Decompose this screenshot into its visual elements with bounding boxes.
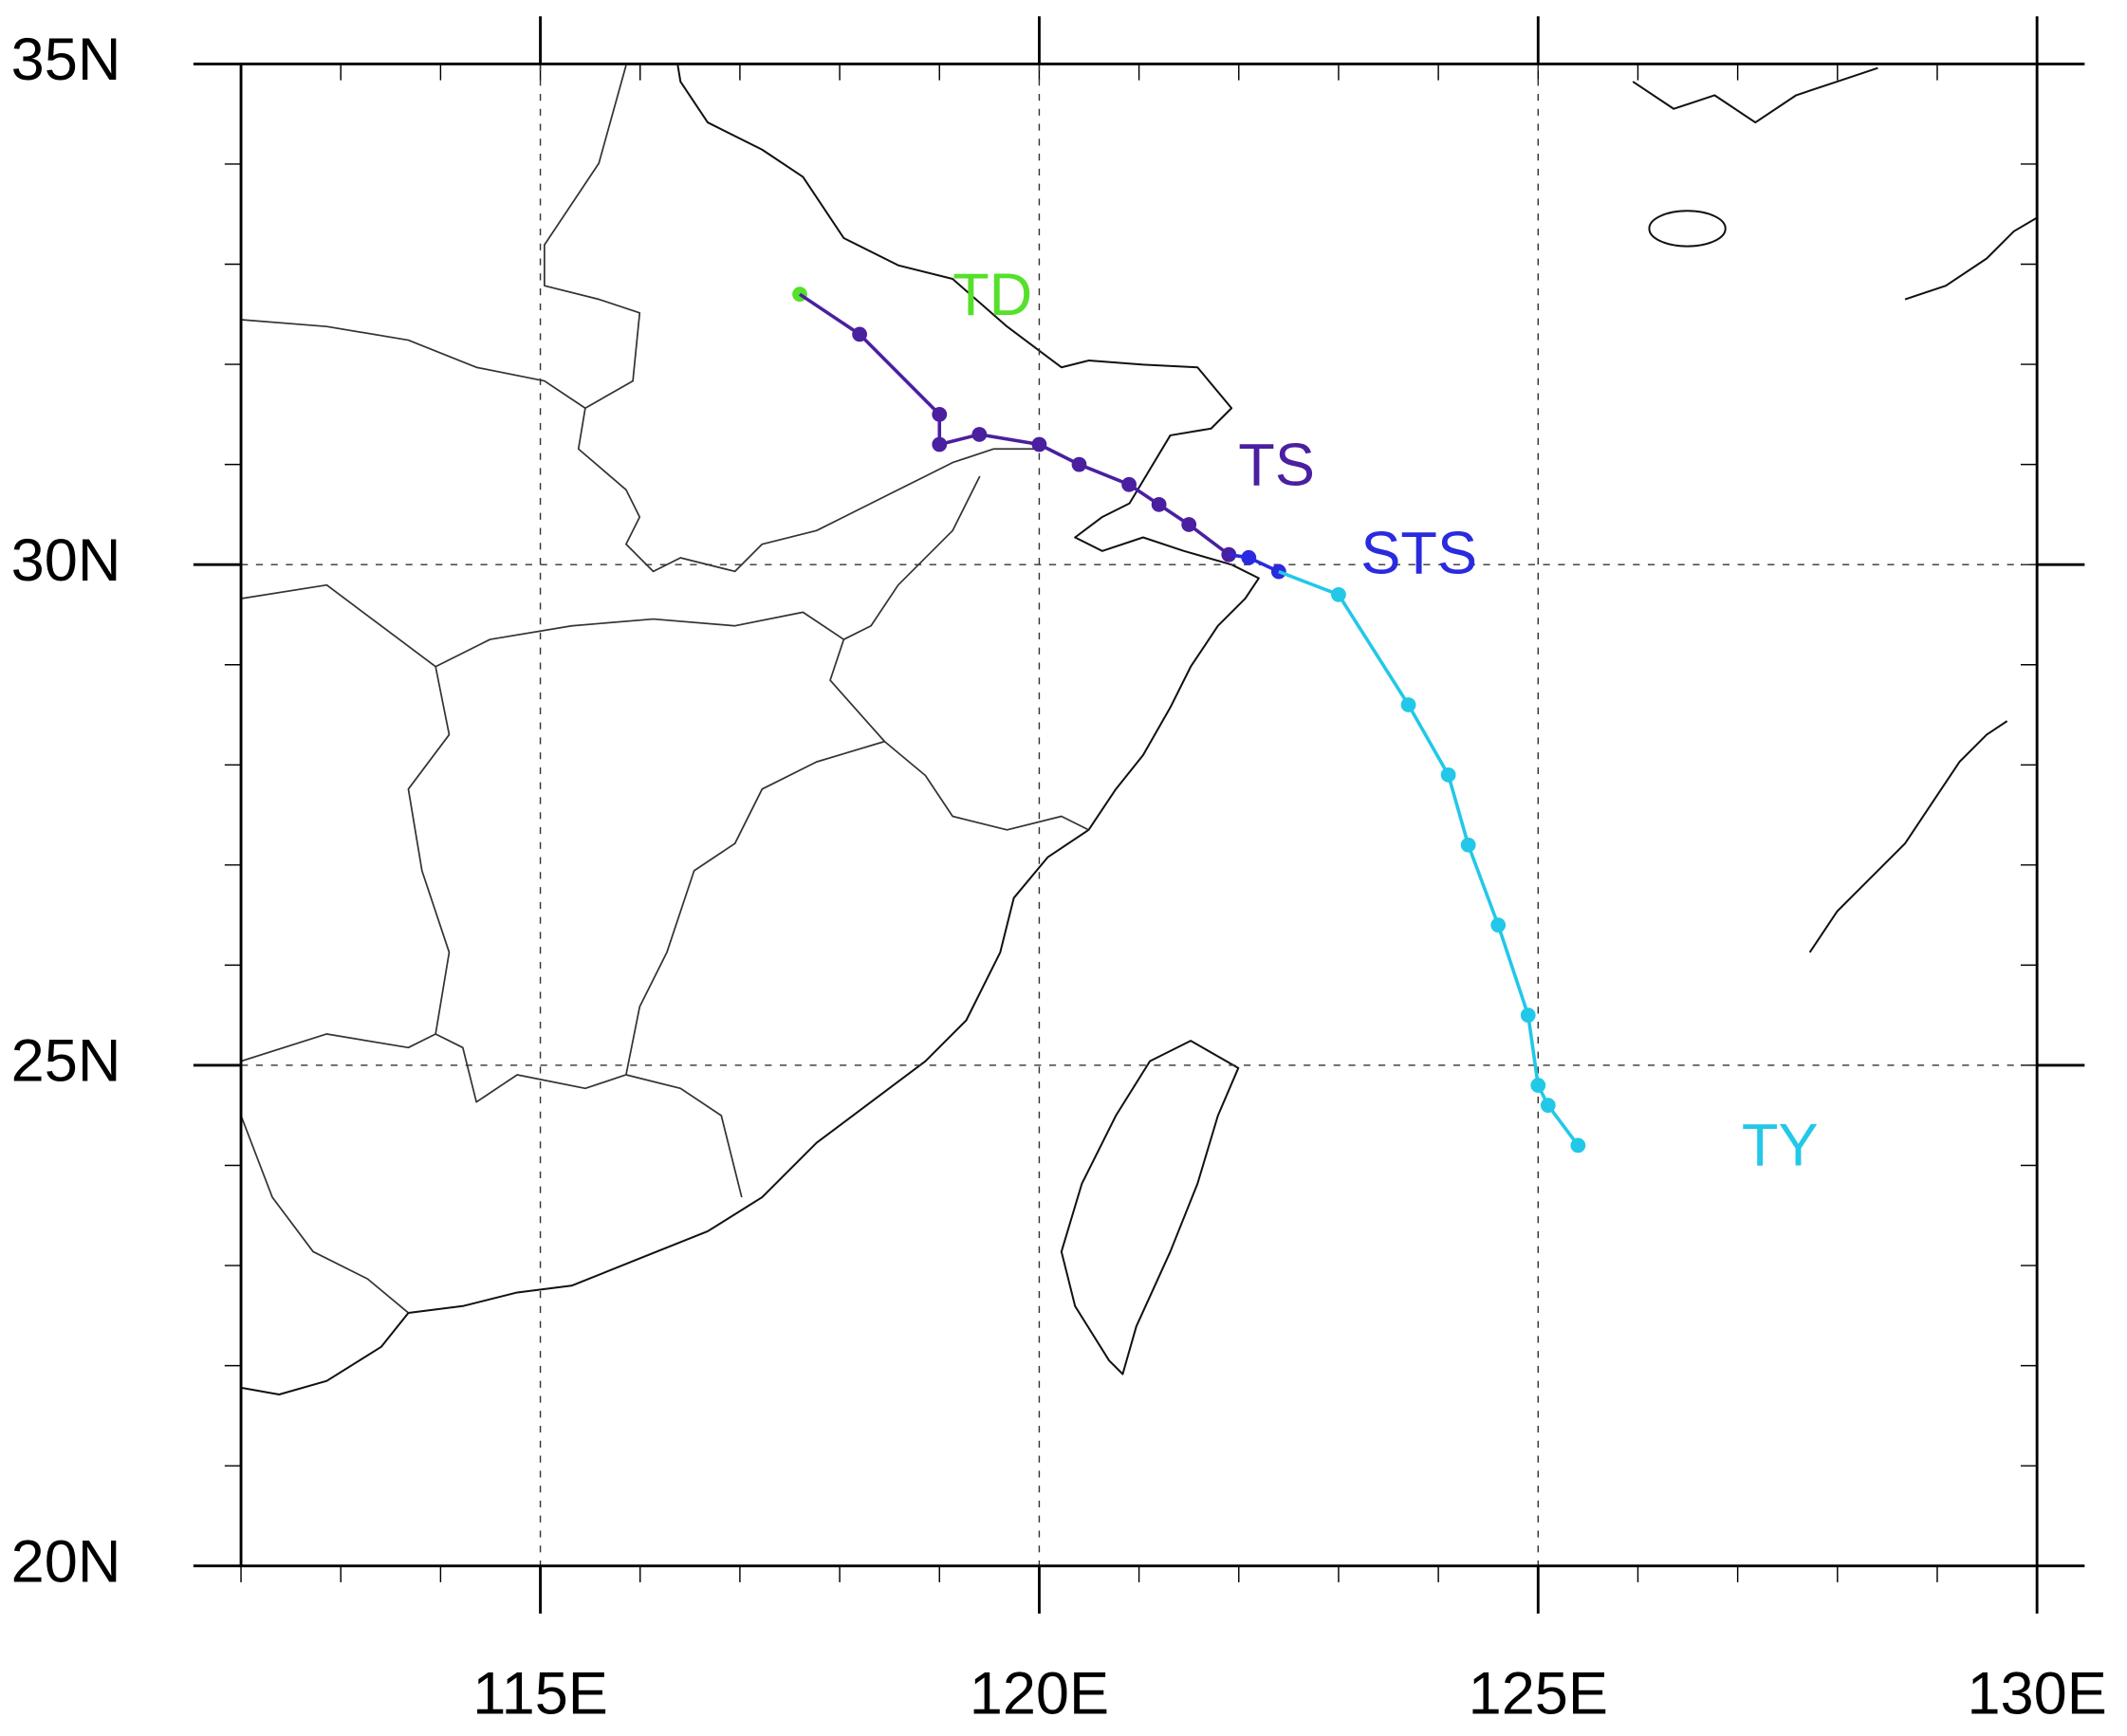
track-point — [1241, 549, 1257, 565]
japan-islands — [1904, 216, 2038, 301]
y-tick-label: 35N — [11, 27, 121, 93]
track-point — [1121, 476, 1137, 492]
jeju — [1648, 210, 1727, 248]
x-tick-label: 120E — [970, 1661, 1109, 1727]
x-tick-label: 130E — [1967, 1661, 2106, 1727]
track-point — [932, 406, 948, 422]
track-label: STS — [1360, 521, 1477, 587]
track-point — [1540, 1098, 1556, 1114]
track-point — [852, 326, 868, 342]
track-point — [1530, 1078, 1546, 1093]
track-point — [1460, 837, 1476, 853]
track-point — [1570, 1137, 1586, 1154]
track-point — [932, 436, 948, 452]
track-point — [1071, 456, 1087, 472]
y-tick-label: 20N — [11, 1528, 121, 1595]
province-border — [625, 1074, 743, 1198]
y-tick-label: 25N — [11, 1028, 121, 1095]
province-border — [435, 740, 885, 1103]
track-point — [1151, 496, 1167, 512]
track-point — [1331, 586, 1346, 602]
track-line — [1337, 593, 1580, 1147]
taiwan — [1060, 1040, 1240, 1376]
ryukyu-islands — [1808, 720, 2008, 953]
track-connector — [799, 292, 861, 336]
province-border — [240, 1115, 409, 1314]
track-point — [1440, 766, 1456, 783]
track-point — [971, 427, 988, 442]
track-label: TY — [1742, 1113, 1819, 1179]
y-tick-label: 30N — [11, 527, 121, 594]
track-point — [1520, 1007, 1536, 1024]
track-point — [1031, 436, 1047, 452]
track-point — [1181, 517, 1197, 532]
map-frame — [239, 62, 2039, 1568]
track-point — [1400, 697, 1416, 712]
track-point — [1490, 917, 1507, 933]
track-line — [858, 333, 1230, 557]
china-coastline — [240, 65, 1260, 1396]
track-label: TD — [953, 262, 1032, 328]
province-border — [829, 638, 1089, 831]
x-tick-label: 115E — [472, 1661, 608, 1727]
province-border — [240, 666, 451, 1062]
province-border — [240, 475, 981, 668]
basemap — [240, 65, 2038, 1396]
korea-islands — [1632, 66, 1878, 124]
province-border — [544, 65, 641, 409]
province-border — [240, 319, 1035, 573]
track-connector — [1278, 569, 1340, 597]
x-tick-label: 125E — [1469, 1661, 1608, 1727]
track-label: TS — [1238, 432, 1315, 498]
plot-area: 115E 120E 125E 130E 20N 25N 30N 35N TD TS STS TY — [11, 16, 2107, 1727]
